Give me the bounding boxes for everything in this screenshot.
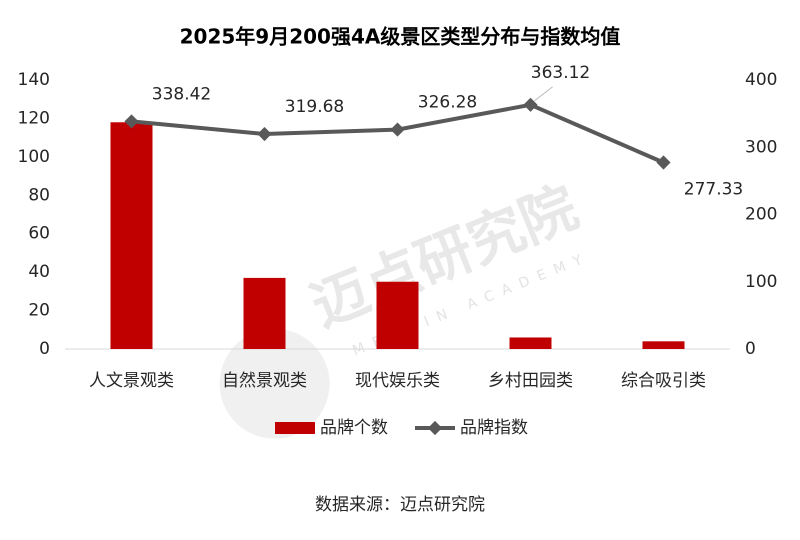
data-label: 338.42	[152, 84, 211, 104]
y-tick-label: 60	[28, 224, 50, 244]
legend-label: 品牌个数	[320, 418, 388, 438]
leader-line	[534, 86, 553, 102]
x-tick-label: 自然景观类	[222, 371, 307, 391]
data-label: 277.33	[684, 179, 743, 199]
data-label: 363.12	[531, 63, 590, 83]
bar	[110, 122, 153, 350]
y-tick-label: 120	[18, 108, 50, 128]
watermark-logo	[219, 328, 330, 439]
y-tick-label: 40	[28, 262, 50, 282]
y2-tick-label: 400	[745, 70, 777, 90]
y-tick-label: 100	[18, 147, 50, 167]
bar	[509, 337, 552, 349]
y-tick-label: 80	[28, 185, 50, 205]
chart-title: 2025年9月200强4A级景区类型分布与指数均值	[180, 25, 621, 49]
data-label: 319.68	[285, 97, 344, 117]
y-tick-label: 20	[28, 301, 50, 321]
x-tick-label: 人文景观类	[89, 371, 174, 391]
bar	[243, 277, 286, 349]
legend-label: 品牌指数	[460, 418, 528, 438]
line-marker	[523, 97, 538, 112]
y2-tick-label: 100	[745, 272, 777, 292]
x-tick-label: 综合吸引类	[621, 371, 706, 391]
y-tick-label: 140	[18, 70, 50, 90]
y2-tick-label: 200	[745, 205, 777, 225]
x-tick-label: 现代娱乐类	[355, 371, 440, 391]
legend-swatch	[275, 422, 315, 434]
legend-swatch-marker	[427, 420, 443, 436]
data-label: 326.28	[418, 93, 477, 113]
source-note: 数据来源：迈点研究院	[315, 495, 485, 515]
bar	[376, 281, 419, 349]
bar	[642, 341, 685, 349]
line-marker	[656, 155, 671, 170]
line-marker	[257, 126, 272, 142]
y2-tick-label: 0	[745, 339, 756, 359]
y2-tick-label: 300	[745, 137, 777, 157]
x-tick-label: 乡村田园类	[488, 371, 573, 391]
line-marker	[390, 122, 405, 137]
y-tick-label: 0	[39, 339, 50, 359]
